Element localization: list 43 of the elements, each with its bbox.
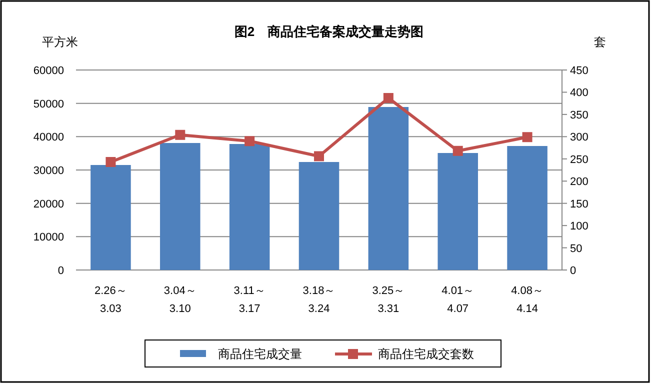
point — [244, 136, 255, 146]
bar — [507, 146, 548, 270]
point — [452, 146, 463, 156]
y-tick-label: 40000 — [33, 132, 64, 144]
y2-tick-label: 100 — [570, 220, 588, 233]
bar — [368, 107, 409, 270]
point — [106, 157, 116, 167]
y2-tick-label: 50 — [570, 242, 582, 255]
y-axis-title: 平方米 — [42, 35, 78, 49]
point — [522, 132, 532, 142]
x-tick-label: 4.08～ 4.14 — [511, 285, 544, 315]
y-tick-label: 30000 — [33, 165, 64, 177]
y2-tick-label: 450 — [570, 65, 588, 77]
y-tick-label: 20000 — [33, 198, 64, 210]
y2-tick-label: 250 — [570, 154, 588, 166]
y2-tick-label: 400 — [570, 87, 588, 100]
y2-tick-label: 0 — [570, 265, 576, 277]
x-tick-label: 4.01～ 4.07 — [442, 285, 474, 315]
y-tick-label: 60000 — [33, 65, 64, 77]
chart-title: 图2 商品住宅备案成交量走势图 — [234, 24, 424, 39]
bar — [160, 143, 200, 270]
x-tick-label: 3.11～ 3.17 — [234, 285, 266, 315]
x-tick-label: 3.18～ 3.24 — [302, 285, 336, 315]
y2-tick-label: 350 — [570, 109, 588, 122]
bar — [298, 162, 340, 270]
x-tick-label: 3.25～ 3.31 — [372, 285, 405, 315]
point — [383, 93, 394, 103]
legend-label: 商品住宅成交量 — [218, 347, 302, 361]
y-tick-label: 0 — [58, 265, 64, 277]
y2-tick-label: 200 — [570, 176, 588, 188]
point — [175, 130, 186, 140]
y-tick-label: 10000 — [33, 232, 64, 244]
y2-tick-label: 150 — [570, 198, 588, 210]
legend-label: 商品住宅成交套数 — [378, 347, 474, 361]
point — [314, 151, 324, 162]
y2-axis-title: 套 — [594, 35, 606, 49]
bar — [229, 144, 270, 270]
y2-tick-label: 300 — [570, 132, 588, 144]
bar — [90, 165, 131, 270]
bar — [438, 153, 478, 270]
x-tick-label: 2.26～ 3.03 — [94, 285, 127, 315]
y-tick-label: 50000 — [33, 98, 64, 110]
x-tick-label: 3.04～ 3.10 — [164, 285, 196, 315]
